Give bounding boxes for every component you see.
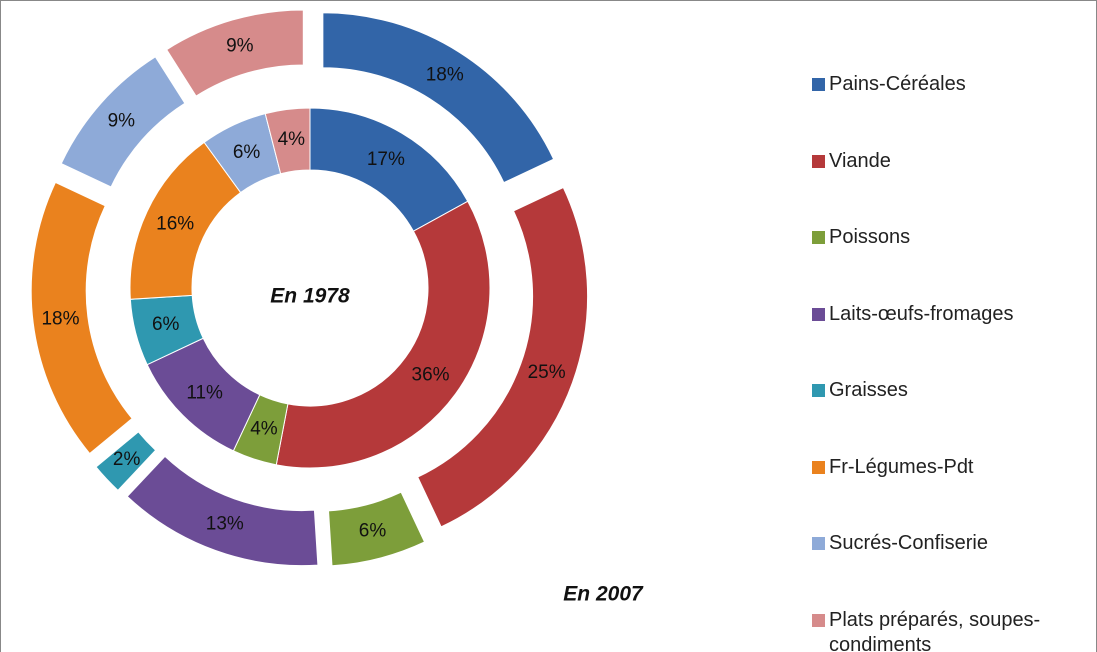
legend-swatch	[812, 231, 825, 244]
data-label: 9%	[226, 36, 254, 57]
segment	[95, 431, 157, 492]
inner-series-name: En 1978	[270, 285, 350, 308]
legend-item: Viande	[812, 149, 1082, 174]
legend-label: Poissons	[829, 226, 911, 248]
legend-label: Sucrés-Confiserie	[829, 532, 988, 554]
data-label: 6%	[152, 314, 180, 335]
data-label: 18%	[41, 309, 79, 330]
data-label: 4%	[278, 129, 306, 150]
data-label: 6%	[233, 142, 261, 163]
legend-item: Fr-Légumes-Pdt	[812, 455, 1082, 480]
legend-item: Laits-œufs-fromages	[812, 302, 1082, 327]
legend-item: Sucrés-Confiserie	[812, 531, 1082, 556]
data-label: 17%	[367, 149, 405, 170]
segment	[275, 200, 491, 469]
legend-item: Pains-Céréales	[812, 72, 1082, 97]
legend-label: Viande	[829, 149, 891, 172]
outer-series-name: En 2007	[563, 583, 644, 606]
data-label: 4%	[250, 419, 278, 440]
legend-label: Fr-Légumes-Pdt	[829, 455, 974, 478]
data-label: 36%	[412, 365, 450, 386]
data-label: 11%	[186, 382, 223, 403]
legend-swatch	[812, 537, 825, 550]
data-label: 6%	[359, 521, 387, 542]
legend-item: Plats préparés, soupes-condiments	[812, 608, 1082, 652]
legend-item: Poissons	[812, 225, 1082, 250]
legend-swatch	[812, 613, 825, 627]
data-label: 18%	[426, 65, 464, 86]
legend-swatch	[812, 78, 825, 91]
legend-swatch	[812, 460, 825, 474]
segment	[30, 181, 133, 455]
legend-label: Graisses	[829, 379, 908, 401]
legend-label: Pains-Céréales	[829, 73, 966, 95]
legend-swatch	[812, 154, 825, 168]
legend-label: Plats préparés, soupes-condiments	[829, 608, 1041, 652]
segment	[417, 186, 589, 528]
segment	[126, 455, 319, 567]
segment	[327, 491, 426, 567]
data-label: 2%	[113, 449, 141, 470]
segment	[165, 9, 304, 97]
legend-swatch	[812, 384, 825, 397]
data-label: 25%	[528, 362, 566, 383]
data-label: 16%	[156, 214, 194, 235]
legend-label: Laits-œufs-fromages	[829, 302, 1014, 325]
data-label: 13%	[206, 514, 244, 535]
segment	[264, 107, 311, 175]
legend-item: Graisses	[812, 378, 1082, 403]
data-label: 9%	[108, 111, 136, 132]
segment	[60, 56, 186, 188]
segment	[322, 12, 555, 184]
legend-swatch	[812, 307, 825, 321]
